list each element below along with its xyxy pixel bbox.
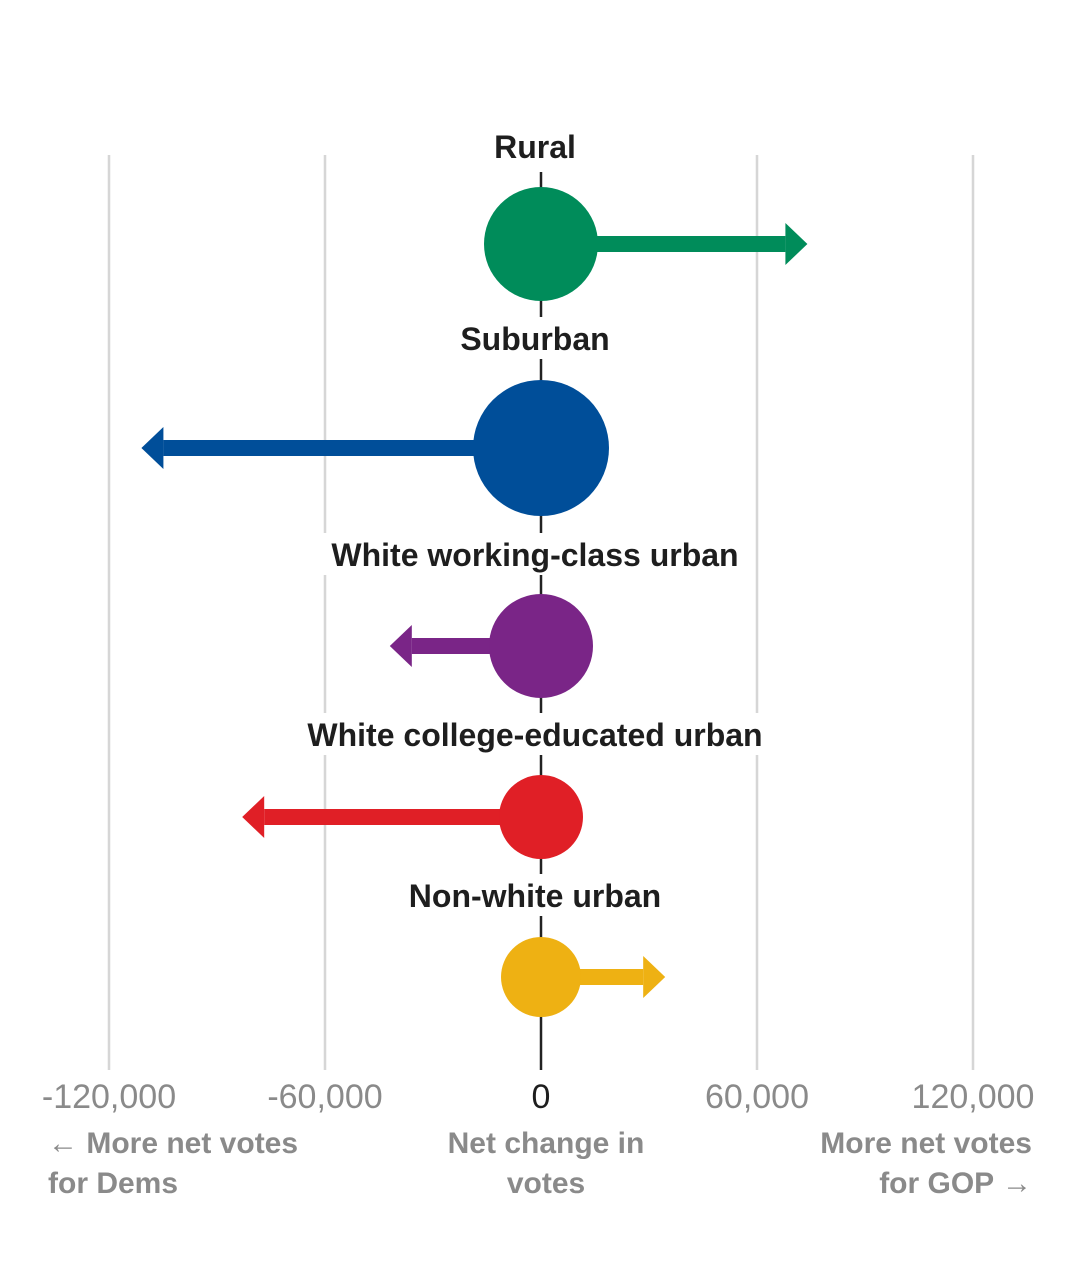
arrow-head-0 bbox=[785, 223, 808, 265]
row-2: White working-class urban bbox=[321, 533, 749, 698]
note-center-2: votes bbox=[507, 1167, 585, 1200]
note-center-line-2: votes bbox=[507, 1167, 585, 1200]
arrow-head-2 bbox=[389, 625, 412, 667]
row-4: Non-white urban bbox=[398, 874, 672, 1017]
note-right: More net votes bbox=[820, 1127, 1032, 1160]
note-left-line-2: for Dems bbox=[48, 1167, 178, 1200]
row-3: White college-educated urban bbox=[242, 713, 773, 859]
note-right-2: for GOP → bbox=[879, 1167, 1032, 1200]
tick-label-4: 120,000 bbox=[912, 1078, 1035, 1116]
label-bg-1 bbox=[450, 317, 620, 359]
label-bg-3 bbox=[297, 713, 773, 755]
dot-4 bbox=[501, 937, 581, 1017]
dot-2 bbox=[489, 594, 593, 698]
dot-1 bbox=[473, 380, 609, 516]
note-left-2: for Dems bbox=[48, 1167, 178, 1200]
category-rows: Rural Suburban White working-class urban Wh… bbox=[141, 125, 808, 1017]
category-label-0: Rural bbox=[494, 129, 576, 165]
dot-0 bbox=[484, 187, 598, 301]
label-bg-0 bbox=[484, 125, 586, 167]
note-center: Net change in bbox=[448, 1127, 645, 1160]
row-1: Suburban bbox=[141, 317, 620, 516]
label-bg-2 bbox=[321, 533, 749, 575]
arrow-head-3 bbox=[242, 796, 265, 838]
category-label-3: White college-educated urban bbox=[307, 717, 762, 753]
category-label-1: Suburban bbox=[460, 321, 609, 357]
tick-label-2: 0 bbox=[532, 1078, 551, 1116]
row-0: Rural bbox=[484, 125, 808, 301]
x-axis-tick-labels: -120,000 -60,000 0 60,000 120,000 bbox=[42, 1078, 1035, 1116]
note-left-line-1: ← More net votes bbox=[48, 1127, 298, 1160]
label-bg-4 bbox=[398, 874, 672, 916]
note-center-line-1: Net change in bbox=[448, 1127, 645, 1160]
dot-3 bbox=[499, 775, 583, 859]
tick-label-1: -60,000 bbox=[267, 1078, 382, 1116]
arrow-head-4 bbox=[643, 956, 666, 998]
tick-label-3: 60,000 bbox=[705, 1078, 809, 1116]
note-left: ← More net votes bbox=[48, 1127, 298, 1160]
note-right-line-1: More net votes bbox=[820, 1127, 1032, 1160]
note-right-line-2: for GOP → bbox=[879, 1167, 1032, 1200]
tick-label-0: -120,000 bbox=[42, 1078, 176, 1116]
category-label-2: White working-class urban bbox=[331, 537, 738, 573]
arrow-head-1 bbox=[141, 427, 164, 469]
category-label-4: Non-white urban bbox=[409, 878, 661, 914]
